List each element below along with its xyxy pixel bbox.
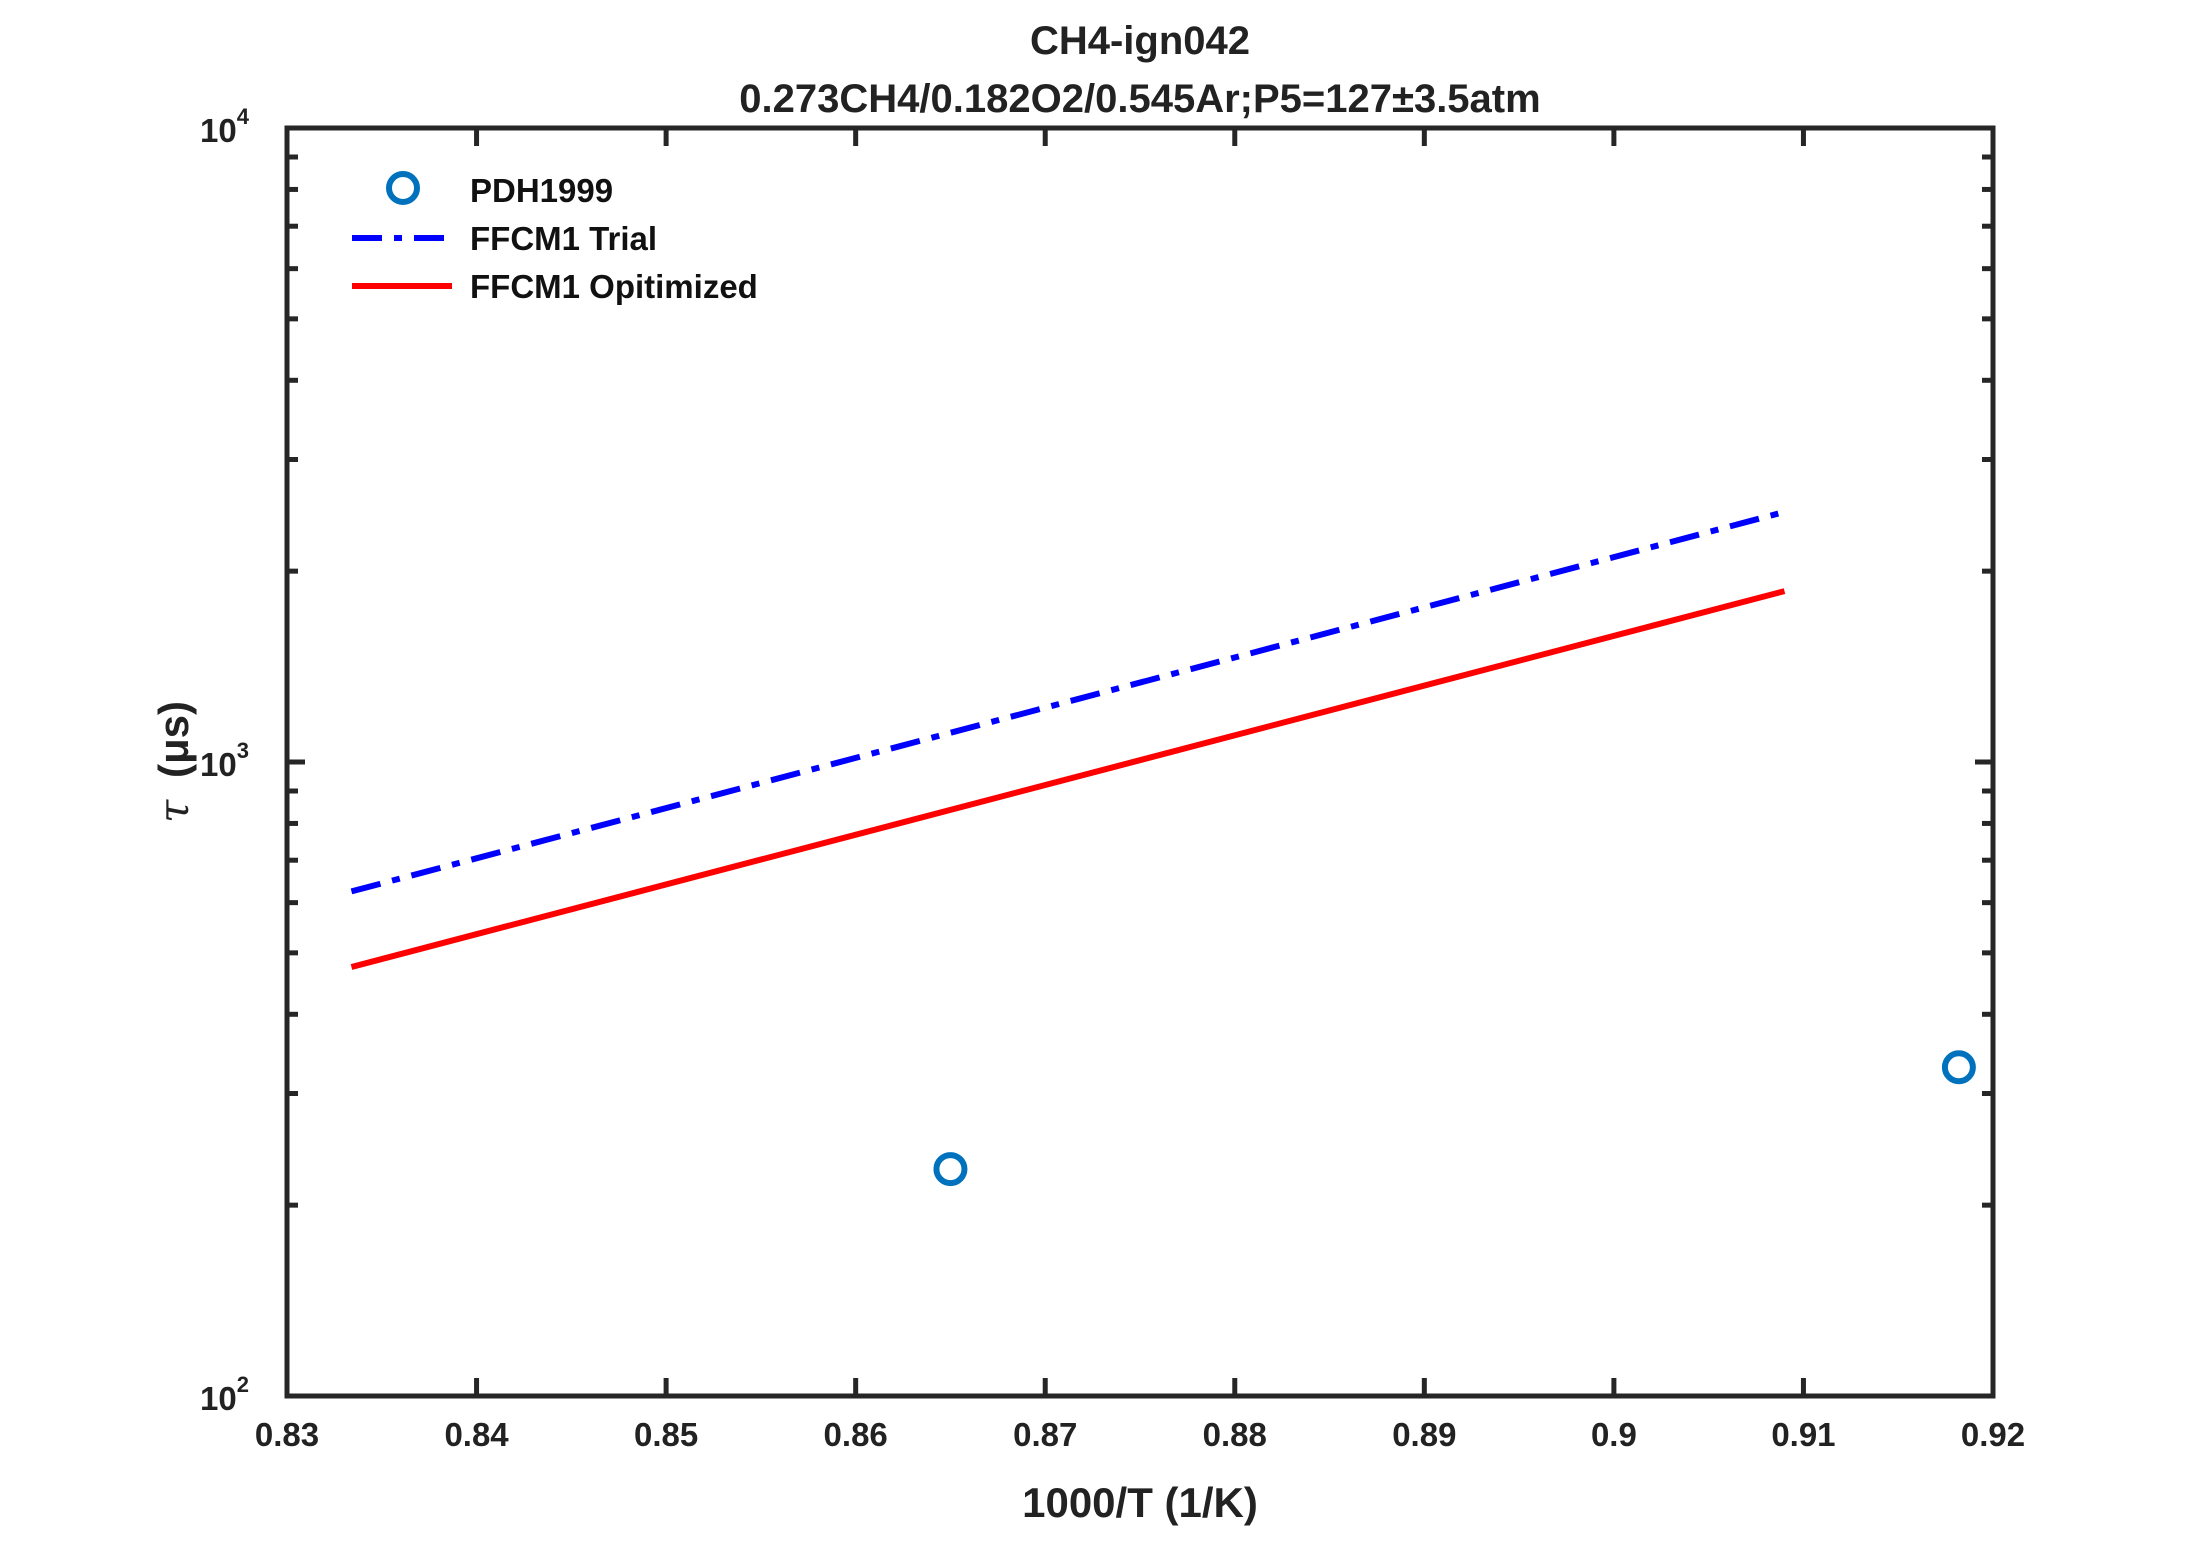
x-tick-label: 0.87 xyxy=(1013,1416,1077,1453)
y-tick-labels: 102 103 104 xyxy=(200,104,250,1417)
x-axis-label: 1000/T (1/K) xyxy=(1022,1479,1258,1526)
series-layer xyxy=(350,509,1976,1187)
chart-title: CH4-ign042 xyxy=(1030,19,1250,63)
plot-frame xyxy=(284,125,1996,1399)
chart-subtitle: 0.273CH4/0.182O2/0.545Ar;P5=127±3.5atm xyxy=(739,77,1540,121)
x-tick-label: 0.9 xyxy=(1591,1416,1637,1453)
legend-label: PDH1999 xyxy=(470,172,613,209)
legend-marker xyxy=(386,171,420,205)
y-tick-label: 102 xyxy=(200,1372,249,1417)
legend-label: FFCM1 Opitimized xyxy=(470,268,758,305)
x-tick-label: 0.92 xyxy=(1961,1416,2025,1453)
svg-text:τ (μs): τ (μs) xyxy=(149,701,198,823)
x-tick-label: 0.86 xyxy=(824,1416,888,1453)
y-tick-label: 103 xyxy=(200,738,249,783)
y-axis-label-unit: (μs) xyxy=(150,701,197,778)
x-tick-label: 0.91 xyxy=(1771,1416,1835,1453)
y-axis-label: τ (μs) xyxy=(149,701,198,823)
x-tick-labels: 0.83 0.84 0.85 0.86 0.87 0.88 0.89 0.9 0.91 0.92 xyxy=(255,1416,2025,1453)
data-point xyxy=(933,1152,968,1187)
x-tick-label: 0.89 xyxy=(1392,1416,1456,1453)
legend: PDH1999 FFCM1 Trial FFCM1 Opitimized xyxy=(352,171,758,305)
data-point xyxy=(1941,1050,1976,1085)
legend-label: FFCM1 Trial xyxy=(470,220,657,257)
x-tick-label: 0.88 xyxy=(1203,1416,1267,1453)
x-tick-label: 0.83 xyxy=(255,1416,319,1453)
y-tick-label: 104 xyxy=(200,104,250,149)
x-tick-label: 0.84 xyxy=(444,1416,509,1453)
series-line-ffcm1-opitimized xyxy=(350,588,1786,970)
x-tick-label: 0.85 xyxy=(634,1416,698,1453)
y-axis-label-symbol: τ xyxy=(149,799,198,823)
